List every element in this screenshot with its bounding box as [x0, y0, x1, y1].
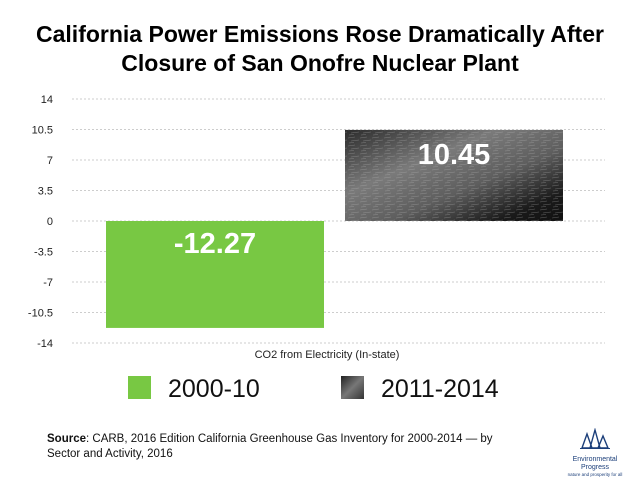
bar-data-label: 10.45: [418, 139, 491, 171]
y-axis-ticks: -14 -10.5 -7 -3.5 0 3.5 7 10.5 14: [28, 94, 53, 350]
y-tick-label: 14: [41, 94, 53, 106]
tree-logo-icon: [580, 427, 610, 449]
chart-title-line-1: California Power Emissions Rose Dramatic…: [36, 21, 604, 47]
logo-name: Environmental Progress: [572, 456, 618, 471]
source-note: Source: CARB, 2016 Edition California Gr…: [47, 432, 527, 462]
y-tick-label: 0: [47, 216, 53, 228]
bar-chart: -14 -10.5 -7 -3.5 0 3.5 7 10.5 14 -12.27 10.45 CO…: [28, 94, 605, 403]
source-label: Source: [47, 433, 86, 445]
y-tick-label: -7: [43, 277, 53, 289]
legend: 2000-10 2011-2014: [128, 375, 499, 403]
y-tick-label: -3.5: [34, 247, 53, 259]
legend-swatch-2011-2014: [341, 376, 364, 399]
y-tick-label: -14: [37, 338, 53, 350]
y-tick-label: -10.5: [28, 308, 53, 320]
source-text: : CARB, 2016 Edition California Greenhou…: [47, 433, 493, 460]
bar-texture-overlay: [345, 129, 563, 221]
bar-2000-10: [106, 221, 324, 328]
y-tick-label: 7: [47, 155, 53, 167]
y-tick-label: 10.5: [32, 125, 53, 137]
chart-title: California Power Emissions Rose Dramatic…: [0, 20, 640, 78]
legend-label: 2000-10: [168, 375, 260, 403]
x-axis-label: CO2 from Electricity (In-state): [255, 349, 400, 361]
legend-label: 2011-2014: [381, 375, 499, 403]
chart-title-line-2: Closure of San Onofre Nuclear Plant: [121, 50, 519, 76]
y-tick-label: 3.5: [38, 186, 53, 198]
logo-tagline: nature and prosperity for all: [567, 472, 623, 477]
environmental-progress-logo: Environmental Progress nature and prospe…: [560, 427, 630, 477]
legend-swatch-2000-10: [128, 376, 151, 399]
bar-data-label: -12.27: [174, 228, 256, 260]
bars: -12.27 10.45: [106, 129, 563, 328]
